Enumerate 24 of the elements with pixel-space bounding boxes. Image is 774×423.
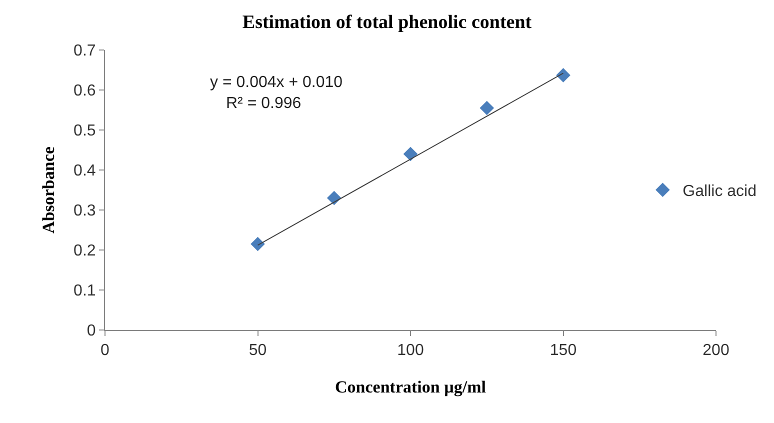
x-tick-label: 200 xyxy=(702,342,730,360)
y-tick-label: 0.7 xyxy=(74,42,96,60)
y-tick-label: 0.2 xyxy=(74,242,96,260)
annotation: y = 0.004x + 0.010 xyxy=(210,74,343,91)
point xyxy=(480,100,494,116)
point xyxy=(556,68,570,82)
chart-title: Estimation of total phenolic content xyxy=(242,12,532,34)
y-tick-label: 0.4 xyxy=(74,162,96,180)
legend-label: Gallic acid xyxy=(682,183,756,200)
y-tick-label: 0.5 xyxy=(74,122,96,140)
y-tick-label: 0.1 xyxy=(74,282,96,300)
annotation: R² = 0.996 xyxy=(226,95,302,112)
y-tick-label: 0.3 xyxy=(74,202,96,220)
point xyxy=(250,236,265,252)
point xyxy=(403,146,418,162)
y-tick-label: 0.6 xyxy=(74,82,96,100)
x-tick-label: 100 xyxy=(397,342,424,360)
y-tick-label: 0 xyxy=(86,322,96,340)
y-axis-title: Absorbance xyxy=(39,146,58,234)
x-tick-label: 0 xyxy=(100,342,110,360)
x-tick-label: 150 xyxy=(550,342,577,360)
x-axis-title: Concentration µg/ml xyxy=(335,378,486,397)
point xyxy=(326,190,342,206)
x-tick-label: 50 xyxy=(248,342,267,360)
